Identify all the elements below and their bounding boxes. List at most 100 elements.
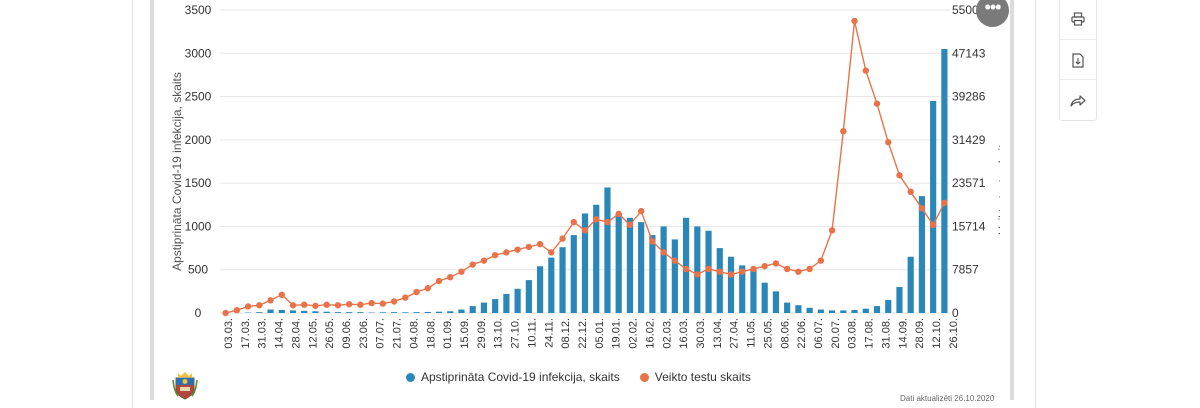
download-button[interactable] [1060,39,1096,80]
bar [908,257,914,313]
test-point [481,257,487,263]
test-point [739,268,745,274]
bar [661,226,667,313]
test-point [256,302,262,308]
test-point [413,289,419,295]
bar [290,310,296,313]
test-point [548,249,554,255]
bar [627,218,633,313]
x-tick-label: 06.07. [813,318,825,349]
x-tick-label: 25.05. [763,318,775,349]
bar [425,312,431,313]
x-tick-label: 17.03. [240,318,252,349]
download-file-icon [1072,53,1084,68]
x-tick-label: 05.01. [594,318,606,349]
x-tick-label: 27.10. [510,318,522,349]
x-tick-label: 26.10. [948,318,960,349]
y-tick-label-right: 15714 [952,219,986,233]
x-tick-label: 04.08. [408,318,420,349]
y-axis-title-right: Veikto testu skaits [996,138,1000,234]
test-point [806,266,812,272]
bar [301,311,307,313]
bar [795,305,801,313]
x-tick-label: 15.09. [459,318,471,349]
y-tick-label-left: 2000 [185,133,212,147]
x-tick-label: 03.03. [223,318,235,349]
test-point [526,244,532,250]
bar [267,310,273,313]
test-point [571,219,577,225]
share-button[interactable] [1060,79,1096,120]
test-point [267,297,273,303]
bar [458,310,464,313]
bar [829,310,835,313]
bar [896,287,902,313]
test-point [402,294,408,300]
x-tick-label: 28.04. [290,318,302,349]
y-tick-label-right: 0 [952,306,959,320]
test-point [323,302,329,308]
bar [941,49,947,313]
bar [649,235,655,313]
y-tick-label-left: 1500 [185,176,212,190]
x-tick-label: 26.05. [324,318,336,349]
bar [346,312,352,313]
ellipsis-icon: ••• [985,0,1001,17]
legend-item-tests[interactable]: Veikto testu skaits [640,370,751,384]
test-point [604,219,610,225]
bar [840,310,846,313]
test-point [425,285,431,291]
y-tick-label-left: 2500 [185,90,212,104]
bar [559,247,565,313]
print-button[interactable] [1060,0,1096,39]
test-point [290,302,296,308]
bar [481,303,487,313]
x-tick-label: 31.08. [881,318,893,349]
test-point [851,18,857,24]
test-point [380,300,386,306]
bar [717,248,723,313]
x-tick-label: 29.09. [476,318,488,349]
bar [863,309,869,313]
legend-swatch-bars [406,373,415,382]
x-tick-label: 08.12. [560,318,572,349]
bar [279,310,285,313]
x-tick-label: 12.10. [931,318,943,349]
test-point [705,266,711,272]
x-tick-label: 22.06. [796,318,808,349]
bar [526,280,532,313]
test-point [818,257,824,263]
y-tick-label-left: 3500 [185,3,212,17]
coat-of-arms-logo [172,370,198,400]
y-tick-label-right: 39286 [952,90,986,104]
legend-swatch-tests [640,373,649,382]
bar [784,303,790,313]
y-tick-label-right: 7857 [952,263,979,277]
bar [672,239,678,313]
bar [515,289,521,313]
test-point [694,271,700,277]
report-frame-right [1010,0,1014,400]
test-point [537,241,543,247]
x-tick-label: 23.06. [358,318,370,349]
bar [256,312,262,313]
test-point [829,227,835,233]
bar [312,311,318,313]
legend-label-tests: Veikto testu skaits [655,370,751,384]
bar [436,312,442,313]
legend-item-bars[interactable]: Apstiprināta Covid-19 infekcija, skaits [406,370,620,384]
test-point [357,302,363,308]
bar [874,306,880,313]
x-tick-label: 24.11. [543,318,555,348]
printer-icon [1071,12,1085,26]
bar [930,101,936,313]
test-point [750,266,756,272]
test-point [492,252,498,258]
x-tick-label: 07.07. [375,318,387,349]
x-tick-label: 16.02. [644,318,656,349]
test-point [436,278,442,284]
bar [616,213,622,313]
test-point [795,268,801,274]
x-tick-label: 08.06. [779,318,791,349]
x-tick-label: 31.03. [257,318,269,349]
